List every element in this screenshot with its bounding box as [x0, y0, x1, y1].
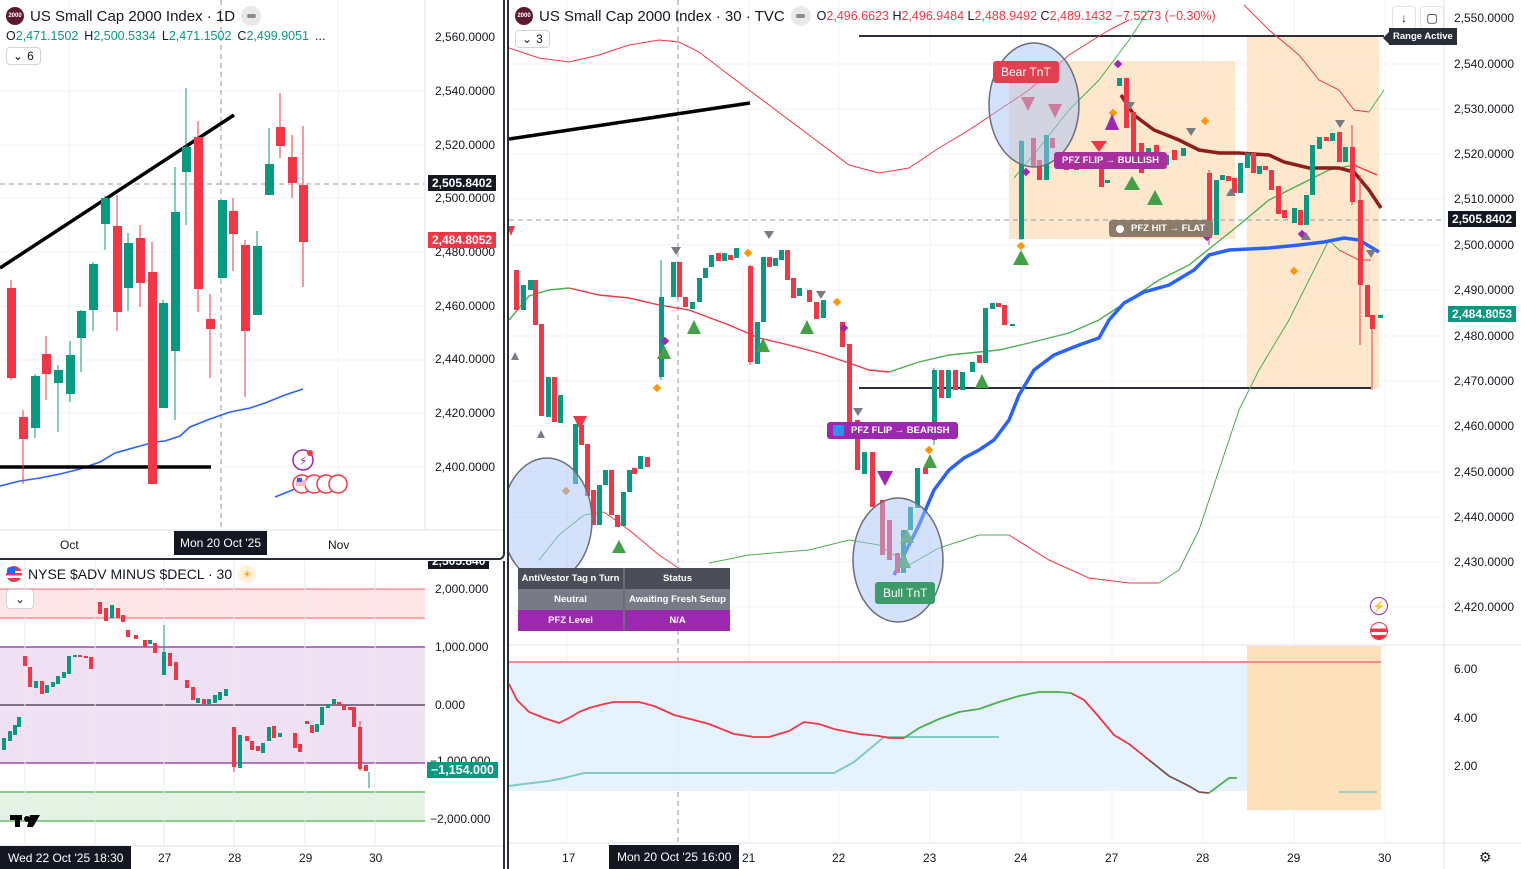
breadth-indicators-toggle[interactable]: ⌄ — [6, 589, 35, 609]
intraday-chart-title[interactable]: US Small Cap 2000 Index · 30 · TVC — [539, 7, 785, 25]
intraday-legend: 2000 US Small Cap 2000 Index · 30 · TVC … — [515, 6, 1216, 48]
pfz-hit-flat-label: PFZ HIT → FLAT — [1109, 220, 1214, 237]
daily-chart-title[interactable]: US Small Cap 2000 Index · 1D — [30, 7, 236, 25]
pfz-flip-bearish-label: PFZ FLIP → BEARISH — [827, 422, 958, 439]
symbol-logo-icon: 2000 — [6, 7, 24, 25]
us-flag-event-icon[interactable] — [1370, 622, 1388, 640]
svg-text:⚡: ⚡ — [299, 454, 307, 468]
chevron-down-icon: ⌄ — [13, 49, 24, 63]
tnt-zone-circle — [509, 457, 593, 583]
flip-icon — [833, 425, 844, 436]
events-icon-group: ⚡ — [292, 449, 348, 494]
daily-chart-pane[interactable]: ⚡ 2000 US Small Cap 2000 Index · 1D O2,4… — [0, 0, 505, 560]
daily-legend: 2000 US Small Cap 2000 Index · 1D O2,471… — [6, 6, 325, 65]
crosshair-price-tag: 2,505.8402 — [428, 175, 497, 191]
crosshair-time-tag: Mon 20 Oct '25 16:00 — [609, 845, 740, 869]
bull-tnt-label: Bull TnT — [875, 582, 936, 604]
market-open-icon: ☀ — [238, 565, 257, 583]
chevron-down-icon: ⌄ — [15, 592, 26, 606]
daily-chart-canvas[interactable]: ⚡ — [0, 0, 503, 558]
hide-icon[interactable] — [241, 6, 262, 26]
signal-markers — [509, 59, 1376, 568]
last-price-tag: 2,484.8052 — [428, 232, 497, 248]
crosshair-price-tag-partial: 2,505.840 — [428, 561, 490, 569]
symbol-logo-icon: 2000 — [515, 7, 533, 25]
range-active-tag: Range Active — [1383, 28, 1457, 45]
intraday-chart-canvas[interactable] — [509, 0, 1521, 869]
intraday-ohlc: O2,496.6623 H2,496.9484 L2,488.9492 C2,4… — [816, 9, 1216, 23]
intraday-chart-pane[interactable]: 2000 US Small Cap 2000 Index · 30 · TVC … — [507, 0, 1521, 869]
breadth-candles — [2, 602, 370, 788]
breadth-chart-title[interactable]: NYSE $ADV MINUS $DECL · 30 — [28, 566, 233, 582]
crosshair-price-tag: 2,505.8402 — [1448, 211, 1517, 227]
daily-ohlc: O2,471.1502 H2,500.5334 L2,471.1502 C2,4… — [6, 29, 326, 43]
chevron-down-icon: ⌄ — [522, 32, 533, 46]
breadth-chart-canvas[interactable] — [0, 561, 503, 869]
indicators-toggle-button[interactable]: ⌄ 6 — [6, 47, 41, 65]
daily-candles — [7, 88, 308, 484]
last-value-tag: −1,154.000 — [427, 762, 498, 778]
us-flag-icon — [6, 566, 22, 582]
dot-icon — [1116, 225, 1124, 233]
last-price-tag: 2,484.8053 — [1448, 306, 1517, 322]
scroll-to-latest-button[interactable]: ↓ — [1392, 6, 1416, 30]
pfz-flip-bullish-label: PFZ FLIP → BULLISH — [1054, 152, 1167, 169]
status-table: AntiVestor Tag n Turn Status Neutral Awa… — [518, 568, 730, 631]
breadth-legend: NYSE $ADV MINUS $DECL · 30 ☀ ⌄ — [6, 565, 257, 609]
hide-icon[interactable] — [790, 6, 811, 26]
bear-tnt-label: Bear TnT — [993, 61, 1059, 83]
breadth-chart-pane[interactable]: NYSE $ADV MINUS $DECL · 30 ☀ ⌄ 2,505.840… — [0, 561, 505, 869]
fullscreen-button[interactable]: ▢ — [1420, 6, 1444, 30]
settings-gear-icon[interactable]: ⚙ — [1479, 849, 1492, 865]
indicators-toggle-button[interactable]: ⌄ 3 — [515, 30, 550, 48]
events-icon[interactable]: ⚡ — [1370, 597, 1388, 615]
crosshair-time-tag: Mon 20 Oct '25 — [174, 531, 267, 555]
crosshair-time-tag: Wed 22 Oct '25 18:30 — [0, 846, 132, 869]
tradingview-logo — [10, 815, 40, 827]
